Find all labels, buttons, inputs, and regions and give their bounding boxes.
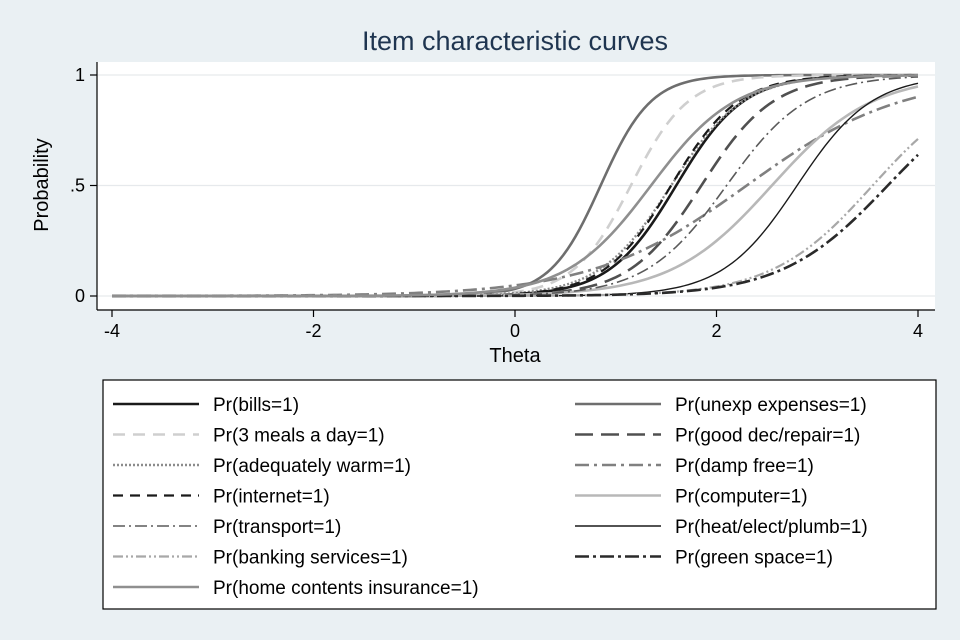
series-line-3-meals-a-day [112,73,918,298]
series-line-damp-free [112,95,919,298]
legend-label-banking-services: Pr(banking services=1) [213,548,408,569]
series-lines [112,73,919,298]
legend-label-heat-elect-plumb: Pr(heat/elect/plumb=1) [675,517,868,538]
axes: 0 .5 1 -4 -2 0 2 4 [70,62,935,341]
chart-title: Item characteristic curves [362,26,668,56]
y-tick-label: 1 [75,65,85,85]
y-axis-label: Probability [31,138,53,231]
y-tick-label: 0 [75,286,85,306]
x-tick-label: 2 [711,321,721,341]
x-tick-label: -2 [305,321,321,341]
legend-box [102,379,937,610]
legend-label-computer: Pr(computer=1) [675,487,808,508]
legend-label-good-dec-repair: Pr(good dec/repair=1) [675,426,860,447]
legend-label-unexp-expenses: Pr(unexp expenses=1) [675,395,867,416]
y-tick-label: .5 [70,176,85,196]
legend-label-damp-free: Pr(damp free=1) [675,456,814,477]
x-tick-label: 4 [913,321,923,341]
x-tick-label: -4 [104,321,120,341]
x-tick-label: 0 [510,321,520,341]
legend-label-green-space: Pr(green space=1) [675,548,833,569]
legend-label-3-meals-a-day: Pr(3 meals a day=1) [213,426,385,447]
legend-label-bills: Pr(bills=1) [213,395,299,416]
series-line-home-contents-insurance [112,74,919,298]
legend: Pr(bills=1) Pr(unexp expenses=1) Pr(3 meal… [113,395,868,599]
legend-label-transport: Pr(transport=1) [213,517,341,538]
legend-label-internet: Pr(internet=1) [213,487,330,508]
legend-label-home-contents-insurance: Pr(home contents insurance=1) [213,578,479,599]
x-axis-label: Theta [489,345,541,367]
legend-label-adequately-warm: Pr(adequately warm=1) [213,456,411,477]
